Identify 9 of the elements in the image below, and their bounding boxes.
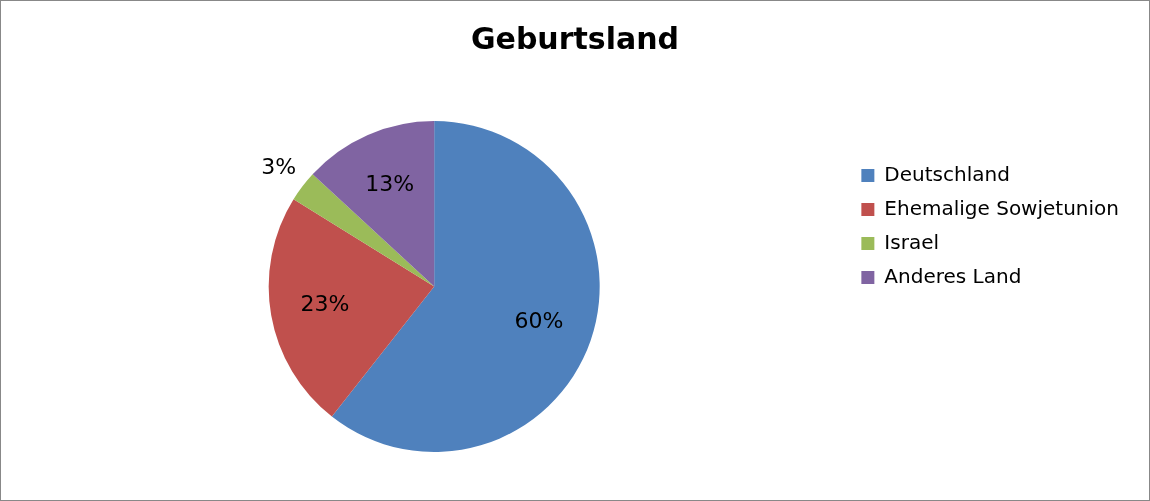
legend-label: Deutschland [884, 161, 1010, 186]
data-label: 60% [514, 308, 564, 334]
chart-title: Geburtsland [470, 20, 680, 56]
data-label: 3% [261, 153, 297, 179]
data-label: 13% [365, 170, 415, 196]
legend-label: Ehemalige Sowjetunion [884, 195, 1119, 220]
legend-label: Anderes Land [884, 263, 1022, 288]
data-label: 23% [300, 291, 350, 317]
legend-label: Israel [884, 229, 940, 254]
